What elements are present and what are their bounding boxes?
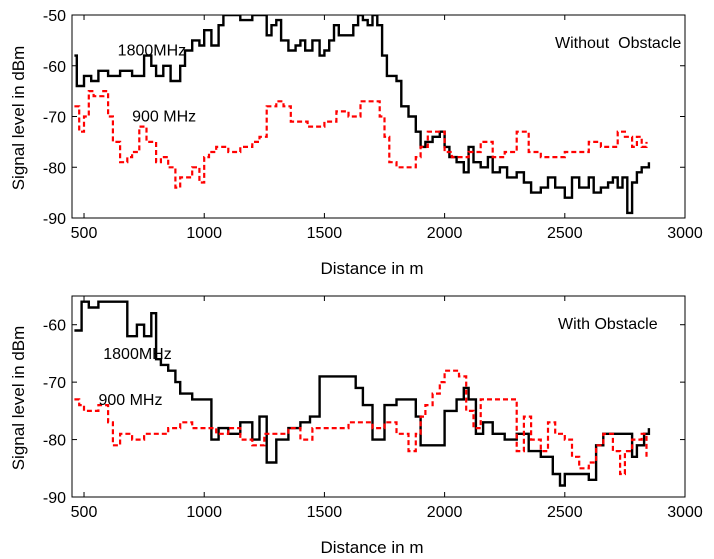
x-tick-label: 2500 [547,504,583,521]
annotation-without-obstacle: Without Obstacle [555,35,681,52]
plot-frame [71,14,686,219]
x-tick-label: 1000 [186,504,222,521]
y-tick-label: -90 [43,211,66,228]
x-tick-label: 1500 [307,225,343,242]
x-tick-label: 3000 [667,225,703,242]
series-1800mhz-line [74,300,651,487]
series-label-900-bottom: 900 MHz [98,392,162,409]
series-1800mhz-line [74,15,651,215]
x-tick-label: 2000 [427,225,463,242]
plot-frame [71,295,686,498]
y-tick-label: -70 [43,375,66,392]
series-label-900-top: 900 MHz [132,109,196,126]
x-axis-label-bottom: Distance in m [321,538,424,557]
series-900mhz-line [74,369,648,476]
x-tick-label: 2000 [427,504,463,521]
x-tick-label: 3000 [667,504,703,521]
x-tick-label: 1500 [307,504,343,521]
x-tick-label: 1000 [186,225,222,242]
y-tick-label: -70 [43,110,66,127]
x-tick-label: 2500 [547,225,583,242]
chart-with-obstacle: 1800MHz 900 MHz With Obstacle Distance i… [9,295,703,557]
y-axis-label-top: Signal level in dBm [9,46,28,191]
annotation-with-obstacle: With Obstacle [558,316,658,333]
chart-without-obstacle: 1800MHz 900 MHz Without Obstacle Distanc… [9,8,703,278]
y-tick-label: -90 [43,490,66,507]
y-tick-label: -60 [43,318,66,335]
x-tick-label: 500 [71,504,98,521]
y-tick-label: -60 [43,59,66,76]
x-tick-label: 500 [71,225,98,242]
series-label-1800-bottom: 1800MHz [103,346,171,363]
y-tick-label: -80 [43,160,66,177]
y-axis-label-bottom: Signal level in dBm [9,326,28,471]
y-tick-label: -80 [43,433,66,450]
series-label-1800-top: 1800MHz [118,43,186,60]
series-900mhz-line [74,90,648,189]
y-tick-label: -50 [43,8,66,25]
x-axis-label-top: Distance in m [321,259,424,278]
